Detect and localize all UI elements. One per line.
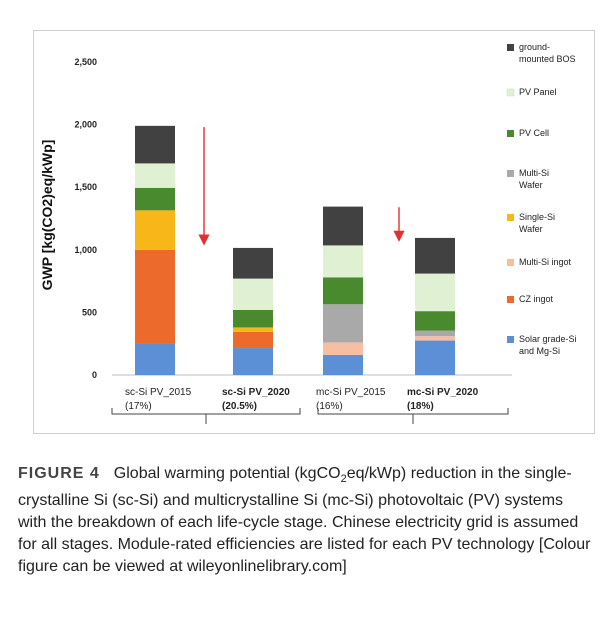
x-efficiency-label: (16%) — [316, 401, 343, 412]
bar-segment — [415, 273, 455, 312]
legend-swatch — [507, 259, 514, 266]
x-axis-labels: sc-Si PV_2015 (17%) sc-Si PV_2020 (20.5%) mc… — [125, 387, 479, 412]
bar-segment — [415, 237, 455, 274]
group-brace — [111, 408, 301, 424]
y-tick-label: 0 — [92, 370, 97, 380]
gwp-stacked-bar-chart: GWP [kg(CO2)eq/kWp] 0 500 1,000 1,500 2,000 2… — [39, 42, 577, 424]
caption-text-end: eq/kWp) reduction in the single-crystall… — [18, 465, 591, 576]
y-tick-label: 2,000 — [74, 120, 97, 130]
bar-segment — [415, 311, 455, 331]
x-efficiency-label: (20.5%) — [222, 401, 257, 412]
reduction-arrows — [198, 127, 405, 246]
legend-label: Multi-Si ingot — [519, 257, 572, 267]
y-tick-label: 500 — [82, 307, 97, 317]
x-efficiency-label: (18%) — [407, 401, 434, 412]
figure-label: FIGURE 4 — [18, 465, 100, 482]
group-brace — [317, 408, 509, 424]
legend-swatch — [506, 88, 515, 97]
y-axis-label: GWP [kg(CO2)eq/kWp] — [39, 140, 55, 291]
bar-segment — [135, 187, 175, 211]
bar-segment — [233, 309, 273, 328]
legend-label: CZ ingot — [519, 294, 554, 304]
bar-segment — [135, 343, 175, 375]
bar-segment — [233, 327, 273, 332]
bars-group — [135, 125, 455, 375]
x-category-label: mc-Si PV_2020 — [407, 387, 479, 398]
legend-label: Multi-Si — [519, 168, 549, 178]
bar-segment — [135, 249, 175, 344]
bar-segment — [323, 304, 363, 343]
bar-segment — [233, 331, 273, 349]
bar-segment — [415, 330, 455, 337]
bar-segment — [233, 348, 273, 375]
bar-segment — [233, 278, 273, 310]
bar-segment — [323, 277, 363, 305]
legend-swatch — [507, 336, 514, 343]
bar-segment — [233, 247, 273, 279]
y-tick-label: 2,500 — [74, 57, 97, 67]
legend-swatch — [507, 130, 514, 137]
legend-swatch — [507, 214, 514, 221]
x-category-label: mc-Si PV_2015 — [316, 387, 386, 398]
bar-segment — [415, 340, 455, 375]
legend-swatch — [507, 170, 514, 177]
x-category-label: sc-Si PV_2020 — [222, 387, 290, 398]
bar-segment — [135, 210, 175, 250]
legend-label: ground- — [519, 42, 550, 52]
legend-label: Wafer — [519, 224, 543, 234]
legend-label: PV Cell — [519, 128, 549, 138]
legend-swatch — [507, 44, 514, 51]
bar-segment — [323, 342, 363, 355]
x-efficiency-label: (17%) — [125, 401, 152, 412]
bar-segment — [135, 163, 175, 188]
x-category-label: sc-Si PV_2015 — [125, 387, 192, 398]
caption-subscript: 2 — [340, 473, 347, 486]
legend-label: and Mg-Si — [519, 346, 560, 356]
bar-segment — [415, 336, 455, 341]
legend-label: Single-Si — [519, 212, 555, 222]
figure-frame — [33, 30, 595, 434]
legend: ground-mounted BOS PV Panel PV Cell Multi-S… — [506, 42, 577, 356]
bar-segment — [135, 125, 175, 164]
bar-segment — [323, 206, 363, 246]
legend-swatch — [507, 296, 514, 303]
legend-label: Wafer — [519, 180, 543, 190]
legend-label: mounted BOS — [519, 54, 576, 64]
bar-segment — [323, 354, 363, 375]
group-braces — [111, 408, 509, 424]
y-tick-label: 1,000 — [74, 245, 97, 255]
y-tick-label: 1,500 — [74, 182, 97, 192]
bar-segment — [323, 245, 363, 278]
legend-label: Solar grade-Si — [519, 334, 577, 344]
caption-text-start: Global warming potential (kgCO — [113, 465, 341, 482]
y-axis-ticks: 0 500 1,000 1,500 2,000 2,500 — [74, 57, 97, 380]
legend-label: PV Panel — [519, 87, 557, 97]
figure-caption: FIGURE 4 Global warming potential (kgCO2e… — [18, 463, 593, 578]
